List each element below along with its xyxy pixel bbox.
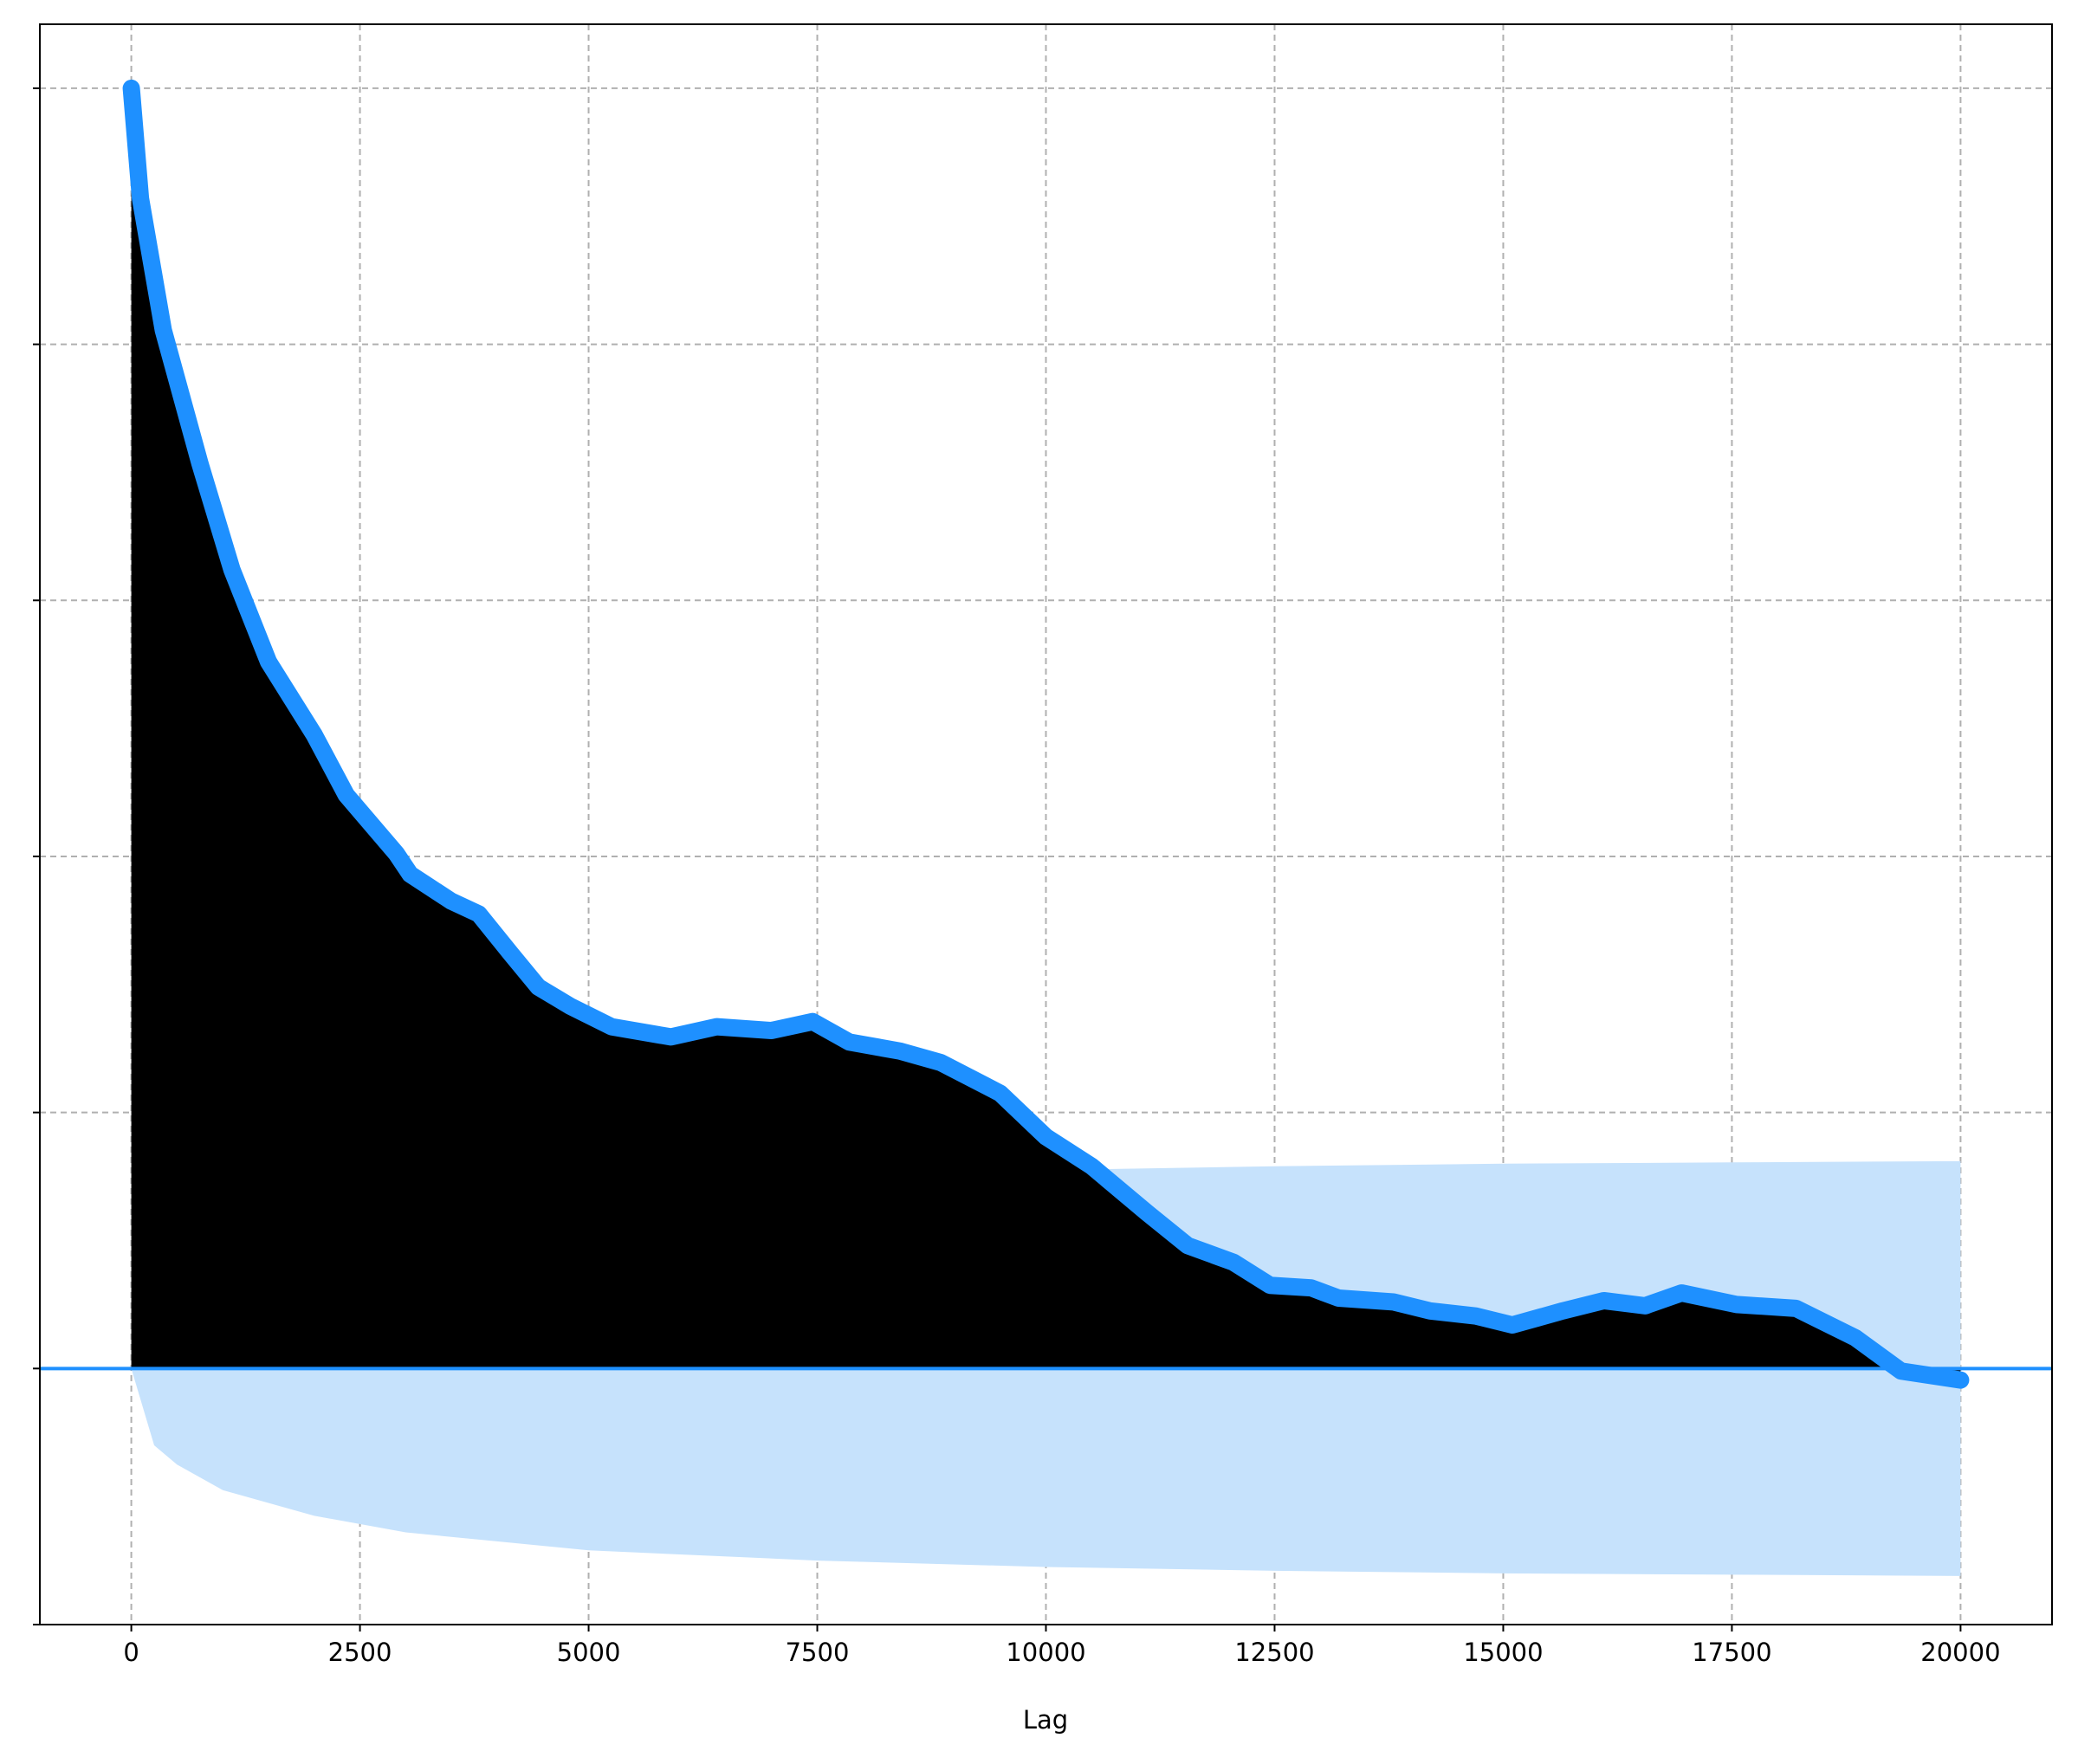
x-tick-label: 15000 [1463, 1638, 1543, 1667]
x-axis-label: Lag [1023, 1705, 1068, 1735]
x-tick-label: 10000 [1006, 1638, 1085, 1667]
acf-area [131, 87, 1961, 1380]
acf-line [122, 79, 1970, 1389]
x-tick-label: 20000 [1920, 1638, 2000, 1667]
x-tick-label: 7500 [786, 1638, 850, 1667]
x-tick-label: 2500 [328, 1638, 392, 1667]
x-tick-label: 12500 [1234, 1638, 1314, 1667]
x-tick-label: 0 [123, 1638, 139, 1667]
plot-frame [39, 23, 2053, 1625]
x-tick-label: 17500 [1692, 1638, 1771, 1667]
x-tick-label: 5000 [557, 1638, 621, 1667]
